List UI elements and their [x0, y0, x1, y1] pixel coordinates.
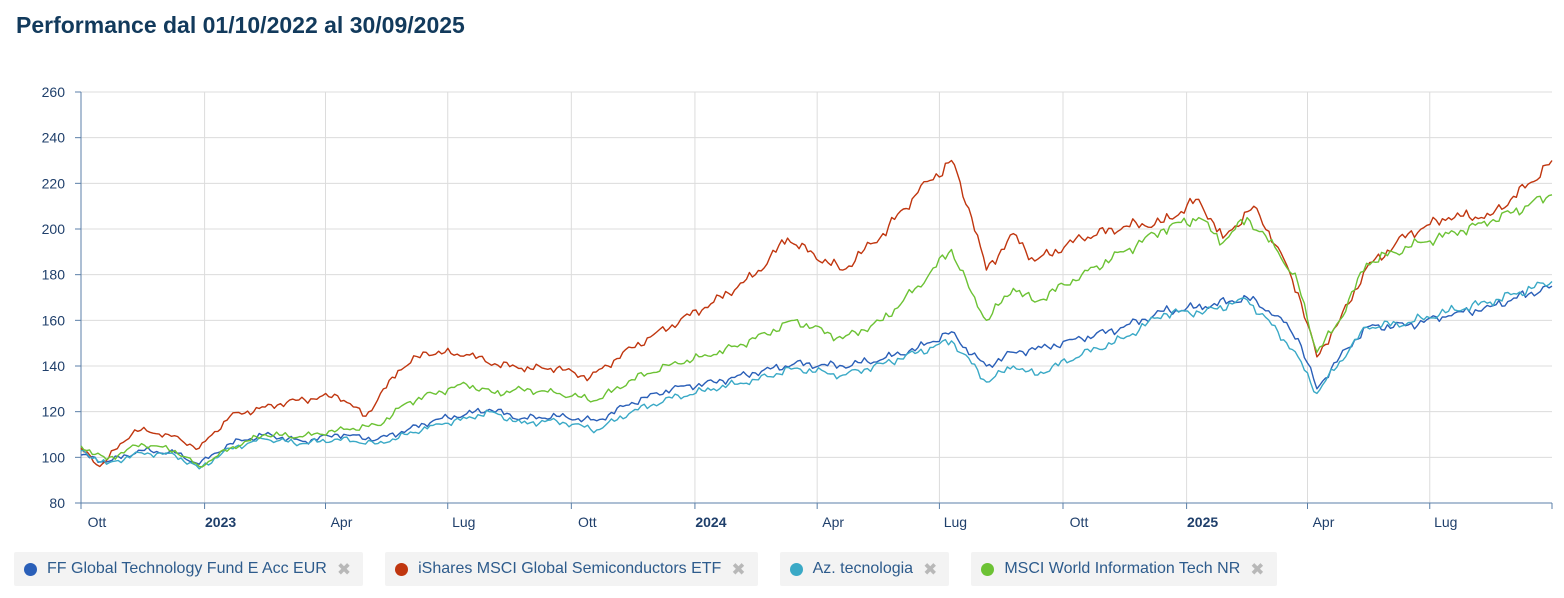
x-tick-label: Ott: [578, 514, 597, 530]
y-tick-label: 160: [42, 312, 66, 328]
series-line-4: [80, 194, 1553, 468]
close-icon[interactable]: ✖: [1250, 559, 1265, 579]
legend-item-ff-global-technology[interactable]: FF Global Technology Fund E Acc EUR ✖: [14, 552, 364, 586]
x-tick-label: Apr: [1313, 514, 1335, 530]
x-tick-label: Lug: [1434, 514, 1457, 530]
chart-series: [80, 159, 1553, 470]
legend-swatch: [981, 562, 995, 576]
legend-label: MSCI World Information Tech NR: [1004, 560, 1241, 577]
legend-swatch: [24, 562, 37, 576]
x-tick-label: 2023: [205, 514, 236, 530]
x-tick-label: Ott: [88, 514, 107, 530]
legend-swatch: [395, 562, 409, 576]
x-tick-label: Apr: [331, 514, 353, 530]
legend-item-msci-world-it[interactable]: MSCI World Information Tech NR ✖: [971, 552, 1277, 586]
legend-swatch: [789, 562, 803, 576]
y-tick-label: 260: [42, 84, 66, 100]
series-line-1: [80, 285, 1553, 465]
legend-item-ishares-semiconductors[interactable]: iShares MSCI Global Semiconductors ETF ✖: [385, 552, 758, 586]
x-tick-label: Lug: [452, 514, 475, 530]
y-tick-label: 180: [42, 267, 66, 283]
x-tick-label: Ott: [1070, 514, 1089, 530]
series-line-2: [80, 159, 1553, 468]
legend-label: iShares MSCI Global Semiconductors ETF: [418, 560, 722, 577]
legend-label: Az. tecnologia: [812, 560, 914, 577]
y-tick-label: 220: [42, 175, 66, 191]
close-icon[interactable]: ✖: [923, 559, 938, 579]
legend-label: FF Global Technology Fund E Acc EUR: [47, 560, 327, 577]
close-icon[interactable]: ✖: [731, 559, 746, 579]
y-tick-label: 120: [42, 404, 66, 420]
y-tick-label: 200: [42, 221, 66, 237]
close-icon[interactable]: ✖: [336, 559, 352, 579]
chart-axes: 80 100 120 140 160 180 200 220 240 260 Ott 2023 Apr L…: [42, 84, 1553, 530]
x-tick-label: 2025: [1187, 514, 1218, 530]
x-tick-label: 2024: [695, 514, 726, 530]
chart-legend: FF Global Technology Fund E Acc EUR ✖ iS…: [14, 552, 1277, 586]
y-tick-label: 140: [42, 358, 66, 374]
legend-item-az-tecnologia[interactable]: Az. tecnologia ✖: [779, 552, 950, 586]
chart-grid: [81, 91, 1552, 504]
y-tick-label: 100: [42, 449, 66, 465]
series-line-3: [80, 281, 1553, 470]
chart-title: Performance dal 01/10/2022 al 30/09/2025: [16, 12, 465, 38]
y-tick-label: 80: [49, 495, 65, 511]
performance-chart: 80 100 120 140 160 180 200 220 240 260 Ott 2023 Apr L…: [42, 84, 1553, 530]
x-tick-label: Apr: [822, 514, 844, 530]
y-tick-label: 240: [42, 130, 66, 146]
x-tick-label: Lug: [944, 514, 967, 530]
